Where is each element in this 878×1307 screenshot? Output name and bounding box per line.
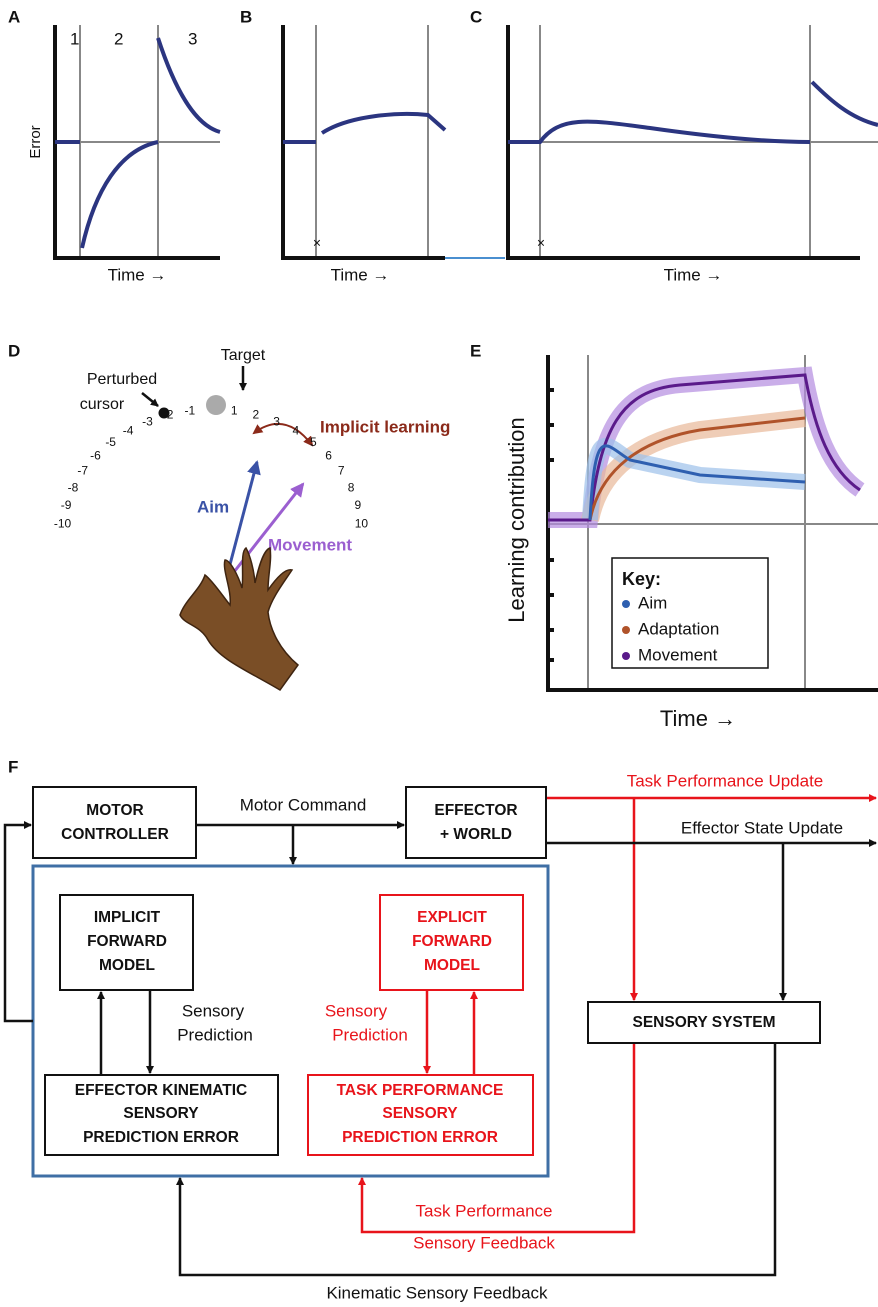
panel-e: E Learning contribution Time → Key: Aim … — [470, 341, 878, 730]
marker: × — [313, 235, 321, 251]
phase-label: 1 — [70, 29, 79, 48]
flow-label: Effector State Update — [681, 818, 843, 837]
y-label: Error — [27, 125, 44, 158]
scale-label: -1 — [184, 404, 195, 418]
phase-label: 3 — [188, 29, 197, 48]
flow-label: Motor Command — [240, 795, 367, 814]
scale-label: 4 — [293, 424, 300, 438]
flow-label: Kinematic Sensory Feedback — [326, 1283, 548, 1302]
box-text: FORWARD — [87, 933, 167, 950]
box-text: SENSORY — [123, 1105, 199, 1122]
scale-label: 7 — [338, 464, 345, 478]
cursor-label: cursor — [80, 396, 125, 413]
panel-letter: E — [470, 341, 481, 360]
panel-letter: F — [8, 757, 18, 776]
key-item: Aim — [638, 593, 667, 612]
box-text: SENSORY SYSTEM — [633, 1014, 776, 1031]
panel-a: A 1 2 3 Error Time → — [8, 7, 220, 284]
box-text: EXPLICIT — [417, 909, 487, 926]
key-item: Adaptation — [638, 619, 719, 638]
flow-label: Prediction — [332, 1025, 408, 1044]
panel-letter: C — [470, 7, 482, 26]
arrow — [5, 825, 33, 1021]
key-dot — [622, 626, 630, 634]
box-text: TASK PERFORMANCE — [337, 1082, 504, 1099]
scale-label: -8 — [68, 480, 79, 494]
x-label: Time → — [331, 265, 390, 284]
scale-label: 6 — [325, 449, 332, 463]
flow-label: Sensory — [182, 1001, 245, 1020]
scale-label: -9 — [61, 498, 72, 512]
scale-label: -2 — [163, 408, 174, 422]
cursor-label: Perturbed — [87, 371, 157, 388]
implicit-arrow — [254, 424, 312, 445]
box-text: EFFECTOR KINEMATIC — [75, 1082, 248, 1099]
scale-label: 8 — [348, 480, 355, 494]
aim-band — [590, 446, 805, 520]
scale-label: -5 — [105, 435, 116, 449]
x-label: Time → — [660, 706, 736, 731]
box-text: IMPLICIT — [94, 909, 161, 926]
panel-letter: D — [8, 341, 20, 360]
scale-label: 2 — [253, 408, 260, 422]
y-label: Learning contribution — [504, 417, 529, 622]
flow-label: Sensory — [325, 1001, 388, 1020]
box-text: PREDICTION ERROR — [342, 1129, 498, 1146]
key-dot — [622, 600, 630, 608]
x-label: Time → — [108, 265, 167, 284]
box-text: CONTROLLER — [61, 826, 169, 843]
effector-world-box — [406, 787, 546, 858]
scale-label: -10 — [54, 516, 72, 530]
x-label: Time → — [664, 265, 723, 284]
box-text: + WORLD — [440, 826, 512, 843]
panel-letter: A — [8, 7, 20, 26]
implicit-label: Implicit learning — [320, 417, 450, 436]
flow-label: Task Performance Update — [627, 771, 824, 790]
error-curve — [508, 82, 878, 142]
scale-label: -3 — [142, 414, 153, 428]
scale-label: -7 — [77, 464, 88, 478]
flow-label: Sensory Feedback — [413, 1233, 555, 1252]
arrow — [142, 393, 158, 406]
scale-label: 10 — [355, 516, 369, 530]
panel-letter: B — [240, 7, 252, 26]
box-text: EFFECTOR — [434, 802, 517, 819]
panel-d: D Target Perturbed cursor Implicit learn… — [8, 341, 450, 690]
motor-controller-box — [33, 787, 196, 858]
error-curve — [283, 114, 445, 142]
marker: × — [537, 235, 545, 251]
key-dot — [622, 652, 630, 660]
scale-label: 9 — [355, 498, 362, 512]
target-label: Target — [221, 347, 266, 364]
box-text: SENSORY — [382, 1105, 458, 1122]
phase-label: 2 — [114, 29, 123, 48]
flow-label: Task Performance — [416, 1201, 553, 1220]
scale-label: -6 — [90, 449, 101, 463]
scale-label: 1 — [231, 404, 238, 418]
scale-label: 3 — [273, 414, 280, 428]
box-text: FORWARD — [412, 933, 492, 950]
figure: A 1 2 3 Error Time → B × Time → C × Time… — [0, 0, 878, 1307]
key-item: Movement — [638, 645, 718, 664]
panel-f: F MOTOR CONTROLLER EFFECTOR + WORLD IMPL… — [5, 757, 876, 1302]
box-text: MOTOR — [86, 802, 143, 819]
scale-label: -4 — [123, 424, 134, 438]
movement-label: Movement — [268, 535, 352, 554]
aim-label: Aim — [197, 497, 229, 516]
key-title: Key: — [622, 569, 661, 589]
panel-b: B × Time → — [240, 7, 505, 284]
hand — [180, 548, 298, 690]
scale-label: 5 — [310, 435, 317, 449]
panel-c: C × Time → — [470, 7, 878, 284]
flow-label: Prediction — [177, 1025, 253, 1044]
box-text: PREDICTION ERROR — [83, 1129, 239, 1146]
box-text: MODEL — [99, 957, 155, 974]
box-text: MODEL — [424, 957, 480, 974]
target-dot — [206, 395, 226, 415]
